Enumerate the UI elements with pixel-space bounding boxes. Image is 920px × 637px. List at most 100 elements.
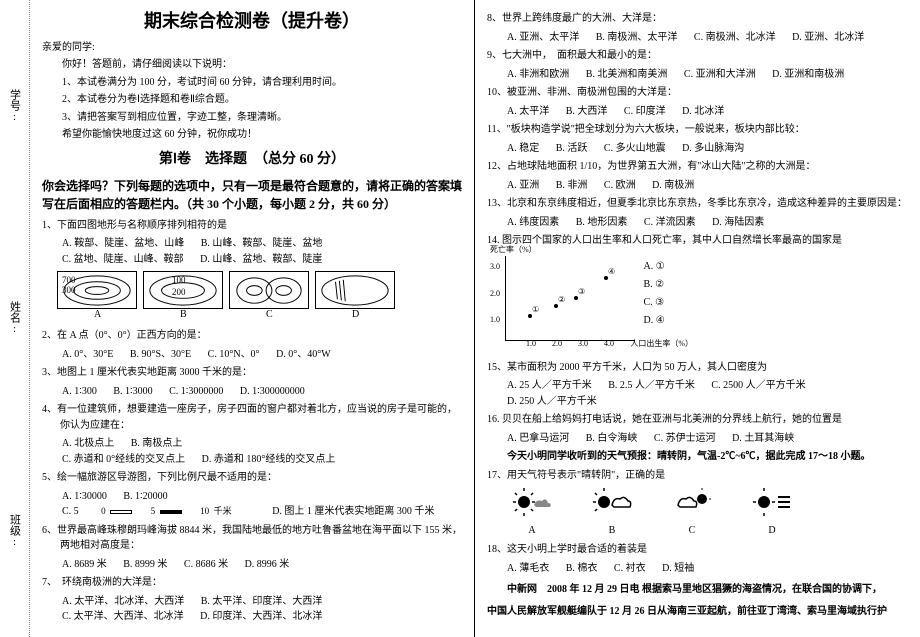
q13-text: 13、北京和东京纬度相近，但夏季北京比东京热，冬季比东京冷，造成这种差异的主要原…	[487, 196, 908, 212]
q14-text: 14. 图示四个国家的人口出生率和人口死亡率，其中人口自然增长率最高的国家是	[487, 233, 908, 249]
scale-unit: 千米	[214, 505, 232, 519]
q1-b: B. 山峰、鞍部、陡崖、盆地	[201, 236, 323, 252]
scale-10: 10	[200, 505, 209, 519]
scale-bar: 0 5 10 千米	[101, 504, 246, 520]
q18-opts: A. 薄毛衣 B. 棉衣 C. 衬衣 D. 短袖	[487, 561, 908, 577]
q3-c: C. 1∶3000000	[169, 384, 223, 400]
x10: 1.0	[526, 338, 536, 350]
q10-c: C. 印度洋	[624, 104, 666, 120]
q11-opts: A. 稳定 B. 活跃 C. 多火山地震 D. 多山脉海沟	[487, 141, 908, 157]
q7-opts: A. 太平洋、北冰洋、大西洋 B. 太平洋、印度洋、大西洋 C. 太平洋、大西洋…	[42, 594, 462, 625]
p4: ④	[608, 266, 615, 278]
label-name: 姓名:	[5, 299, 25, 337]
q7-b: B. 太平洋、印度洋、大西洋	[201, 594, 323, 610]
ylabel: 死亡率（%）	[490, 244, 537, 256]
q11-d: D. 多山脉海沟	[682, 141, 744, 157]
q4-b: B. 南极点上	[131, 436, 183, 452]
q18-c: C. 衬衣	[614, 561, 646, 577]
q6-d: D. 8996 米	[245, 557, 290, 573]
x40: 4.0	[604, 338, 614, 350]
q10-a: A. 太平洋	[507, 104, 549, 120]
diagram-b: 100 200 B	[143, 271, 223, 309]
q6-text: 6、世界最高峰珠穆朗玛峰海拔 8844 米，我国陆地最低的地方吐鲁番盆地在海平面…	[42, 523, 462, 554]
weather-d: D	[747, 487, 797, 538]
intro-greeting: 亲爱的同学:	[42, 40, 462, 56]
q6-c: C. 8686 米	[184, 557, 228, 573]
q7-a: A. 太平洋、北冰洋、大西洋	[62, 594, 184, 610]
q10-d: D. 北冰洋	[682, 104, 724, 120]
q15-opts: A. 25 人／平方千米 B. 2.5 人／平方千米 C. 2500 人／平方千…	[487, 378, 908, 409]
q11-c: C. 多火山地震	[604, 141, 666, 157]
q14-chart: 死亡率（%） 3.0 2.0 1.0 1.0 2.0 3.0 4.0 人口出生率…	[505, 256, 635, 341]
q5-opts: A. 1∶30000 B. 1∶20000 C. 5 0 5 10 千米 D. …	[42, 489, 462, 520]
q5-b: B. 1∶20000	[123, 489, 167, 505]
label-num: 学号:	[5, 87, 25, 125]
q4-c: C. 赤道和 0°经线的交叉点上	[62, 452, 185, 468]
w-lc: C	[667, 523, 717, 539]
news-line2: 中国人民解放军舰艇编队于 12 月 26 日从海南三亚起航，前往亚丁湾湾、索马里…	[487, 604, 908, 620]
q5-a: A. 1∶30000	[62, 489, 107, 505]
weather-a: A	[507, 487, 557, 538]
q1-d: D. 山峰、盆地、鞍部、陡崖	[200, 252, 322, 268]
q14-b: B. ②	[644, 276, 665, 294]
q17-text: 17、用天气符号表示"晴转阴"，正确的是	[487, 468, 908, 484]
q16-text: 16. 贝贝在船上给妈妈打电话说，她在亚洲与北美洲的分界线上航行，她的位置是	[487, 412, 908, 428]
instruction: 你会选择吗？下列每题的选项中，只有一项是最符合题意的，请将正确的答案填写在后面相…	[42, 177, 462, 214]
scale-seg2	[160, 510, 182, 514]
intro-wish: 希望你能愉快地度过这 60 分钟，祝你成功！	[42, 127, 462, 143]
diag-c-label: C	[266, 307, 273, 323]
q1-text: 1、下面四图地形与名称顺序排列相符的是	[42, 218, 462, 234]
q3-a: A. 1∶300	[62, 384, 97, 400]
q10-opts: A. 太平洋 B. 大西洋 C. 印度洋 D. 北冰洋	[487, 106, 738, 117]
q13-c: C. 洋流因素	[644, 215, 696, 231]
intro-line0: 你好！答题前，请仔细阅读以下说明：	[42, 57, 462, 73]
q1-diagrams: 700 300 A 100 200 B C D	[57, 271, 462, 309]
diagram-c: C	[229, 271, 309, 309]
weather-b: B	[587, 487, 637, 538]
q3-d: D. 1∶300000000	[240, 384, 305, 400]
q6-a: A. 8689 米	[62, 557, 107, 573]
q8-b: B. 南极洲、太平洋	[596, 30, 678, 46]
diagram-d: D	[315, 271, 395, 309]
q7-text: 7、 环绕南极洲的大洋是：	[42, 575, 462, 591]
q6-b: B. 8999 米	[123, 557, 167, 573]
scale-0: 0	[101, 505, 106, 519]
scale-5: 5	[151, 505, 156, 519]
q2-a: A. 0°、30°E	[62, 347, 113, 363]
diag-a-300: 300	[62, 284, 76, 298]
column-right: 8、世界上跨纬度最广的大洲、大洋是： A. 亚洲、太平洋 B. 南极洲、太平洋 …	[475, 0, 920, 637]
q13-a: A. 纬度因素	[507, 215, 559, 231]
q6-opts: A. 8689 米 B. 8999 米 C. 8686 米 D. 8996 米	[42, 557, 462, 573]
q12-a: A. 亚洲	[507, 178, 539, 194]
q4-opts: A. 北极点上 B. 南极点上 C. 赤道和 0°经线的交叉点上 D. 赤道和 …	[42, 436, 462, 467]
q12-opts: A. 亚洲 B. 非洲 C. 欧洲 D. 南极洲	[487, 178, 908, 194]
q12-c: C. 欧洲	[604, 178, 636, 194]
q3-text: 3、地图上 1 厘米代表实地距离 3000 千米的是：	[42, 365, 462, 381]
q9-text: 9、七大洲中， 面积最大和最小的是：	[487, 48, 908, 64]
w-la: A	[507, 523, 557, 539]
q16-opts: A. 巴拿马运河 B. 白令海峡 C. 苏伊士运河 D. 土耳其海峡	[487, 431, 908, 447]
column-left: 期末综合检测卷（提升卷） 亲爱的同学: 你好！答题前，请仔细阅读以下说明： 1、…	[30, 0, 475, 637]
q2-text: 2、在 A 点（0°、0°）正西方向的是：	[42, 328, 462, 344]
q15-text: 15、某市面积为 2000 平方千米，人口为 50 万人，其人口密度为	[487, 360, 908, 376]
q12-b: B. 非洲	[556, 178, 588, 194]
diag-a-label: A	[94, 307, 101, 323]
qgroup17-18: 今天小明同学收听到的天气预报：晴转阴，气温-2℃~6℃，据此完成 17～18 小…	[487, 449, 908, 465]
q12-d: D. 南极洲	[652, 178, 694, 194]
q7-c: C. 太平洋、大西洋、北冰洋	[62, 609, 184, 625]
diagram-a: 700 300 A	[57, 271, 137, 309]
xlabel: 人口出生率（%）	[630, 338, 693, 350]
q1-c: C. 盆地、陡崖、山峰、鞍部	[62, 252, 184, 268]
q9-a: A. 非洲和欧洲	[507, 67, 569, 83]
q18-d: D. 短袖	[662, 561, 694, 577]
y30: 3.0	[490, 261, 500, 273]
diag-d-label: D	[352, 307, 359, 323]
q4-d: D. 赤道和 180°经线的交叉点上	[202, 452, 336, 468]
q18-a: A. 薄毛衣	[507, 561, 549, 577]
left-margin: 学号: 姓名: 班级:	[0, 0, 30, 637]
q5-c: C. 5	[62, 504, 79, 520]
q11-b: B. 活跃	[556, 141, 588, 157]
q7-d: D. 印度洋、大西洋、北冰洋	[200, 609, 322, 625]
q10-text: 10、被亚洲、非洲、南极洲包围的大洋是：	[487, 85, 908, 101]
q2-d: D. 0°、40°W	[276, 347, 331, 363]
